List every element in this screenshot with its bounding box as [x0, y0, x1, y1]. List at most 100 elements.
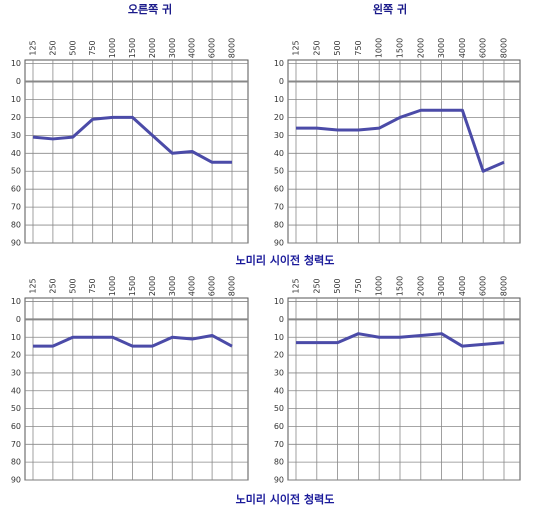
y-tick-label: 30: [11, 131, 21, 140]
x-tick-label: 500: [333, 278, 342, 293]
x-tick-label: 1500: [396, 276, 405, 296]
y-tick-label: 10: [11, 333, 21, 342]
x-tick-label: 2000: [148, 38, 157, 58]
y-tick-label: 10: [11, 59, 21, 68]
y-tick-label: 0: [16, 315, 21, 324]
x-tick-label: 2000: [416, 38, 425, 58]
caption: 노미리 시이전 청력도: [236, 492, 335, 506]
y-tick-label: 90: [11, 476, 21, 485]
y-tick-label: 20: [274, 113, 284, 122]
y-tick-label: 40: [11, 149, 21, 158]
data-line: [296, 108, 505, 173]
x-tick-label: 250: [312, 40, 321, 55]
y-tick-label: 60: [11, 422, 21, 431]
y-tick-label: 70: [11, 203, 21, 212]
x-tick-label: 2000: [148, 276, 157, 296]
y-tick-label: 0: [16, 77, 21, 86]
data-line: [296, 332, 505, 348]
x-tick-label: 1000: [108, 276, 117, 296]
x-tick-label: 1500: [396, 38, 405, 58]
x-tick-label: 500: [68, 278, 77, 293]
y-tick-label: 10: [11, 95, 21, 104]
plot-frame: [24, 59, 249, 244]
x-tick-label: 750: [354, 278, 363, 293]
y-tick-label: 70: [274, 203, 284, 212]
x-tick-label: 250: [48, 278, 57, 293]
x-tick-label: 1000: [375, 38, 384, 58]
x-tick-label: 6000: [479, 38, 488, 58]
x-tick-label: 4000: [458, 38, 467, 58]
x-tick-label: 125: [29, 278, 38, 293]
y-tick-label: 90: [11, 239, 21, 248]
x-tick-label: 2000: [416, 276, 425, 296]
y-tick-label: 50: [11, 404, 21, 413]
y-tick-label: 70: [274, 440, 284, 449]
x-tick-label: 1000: [108, 38, 117, 58]
x-tick-label: 125: [292, 40, 301, 55]
plot-frame: [287, 59, 521, 244]
y-tick-label: 10: [274, 297, 284, 306]
y-tick-label: 20: [274, 351, 284, 360]
x-tick-label: 4000: [458, 276, 467, 296]
x-tick-label: 500: [68, 40, 77, 55]
x-tick-label: 250: [48, 40, 57, 55]
plot-frame: [287, 297, 521, 481]
y-tick-label: 60: [11, 185, 21, 194]
y-tick-label: 20: [11, 351, 21, 360]
x-tick-label: 1500: [128, 276, 137, 296]
x-tick-label: 6000: [479, 276, 488, 296]
y-tick-label: 60: [274, 422, 284, 431]
y-tick-label: 60: [274, 185, 284, 194]
x-tick-label: 3000: [437, 38, 446, 58]
x-tick-label: 3000: [168, 38, 177, 58]
x-tick-label: 8000: [228, 276, 237, 296]
y-tick-label: 30: [11, 368, 21, 377]
y-tick-label: 50: [274, 167, 284, 176]
x-tick-label: 250: [312, 278, 321, 293]
y-tick-label: 30: [274, 368, 284, 377]
y-tick-label: 10: [274, 333, 284, 342]
y-tick-label: 80: [11, 221, 21, 230]
y-tick-label: 30: [274, 131, 284, 140]
x-tick-label: 1500: [128, 38, 137, 58]
y-tick-label: 20: [11, 113, 21, 122]
y-tick-label: 80: [11, 458, 21, 467]
y-tick-label: 40: [11, 386, 21, 395]
data-line: [32, 115, 232, 164]
x-tick-label: 125: [292, 278, 301, 293]
y-tick-label: 80: [274, 221, 284, 230]
y-tick-label: 50: [11, 167, 21, 176]
y-tick-label: 10: [274, 95, 284, 104]
y-tick-label: 0: [279, 77, 284, 86]
x-tick-label: 750: [88, 278, 97, 293]
x-tick-label: 750: [88, 40, 97, 55]
y-tick-label: 10: [274, 59, 284, 68]
y-tick-label: 40: [274, 386, 284, 395]
x-tick-label: 3000: [168, 276, 177, 296]
caption: 노미리 시이전 청력도: [236, 253, 335, 267]
plot-frame: [24, 297, 249, 481]
y-tick-label: 90: [274, 239, 284, 248]
x-tick-label: 6000: [208, 276, 217, 296]
x-tick-label: 8000: [500, 38, 509, 58]
x-tick-label: 8000: [228, 38, 237, 58]
y-tick-label: 50: [274, 404, 284, 413]
chart-title: 왼쪽 귀: [373, 2, 407, 16]
y-tick-label: 90: [274, 476, 284, 485]
y-tick-label: 10: [11, 297, 21, 306]
y-tick-label: 40: [274, 149, 284, 158]
x-tick-label: 3000: [437, 276, 446, 296]
data-line: [33, 333, 233, 348]
x-tick-label: 4000: [188, 276, 197, 296]
x-tick-label: 1000: [375, 276, 384, 296]
y-tick-label: 70: [11, 440, 21, 449]
x-tick-label: 6000: [208, 38, 217, 58]
y-tick-label: 80: [274, 458, 284, 467]
y-tick-label: 0: [279, 315, 284, 324]
x-tick-label: 500: [333, 40, 342, 55]
chart-title: 오른쪽 귀: [128, 2, 172, 16]
x-tick-label: 8000: [500, 276, 509, 296]
x-tick-label: 4000: [188, 38, 197, 58]
x-tick-label: 125: [29, 40, 38, 55]
